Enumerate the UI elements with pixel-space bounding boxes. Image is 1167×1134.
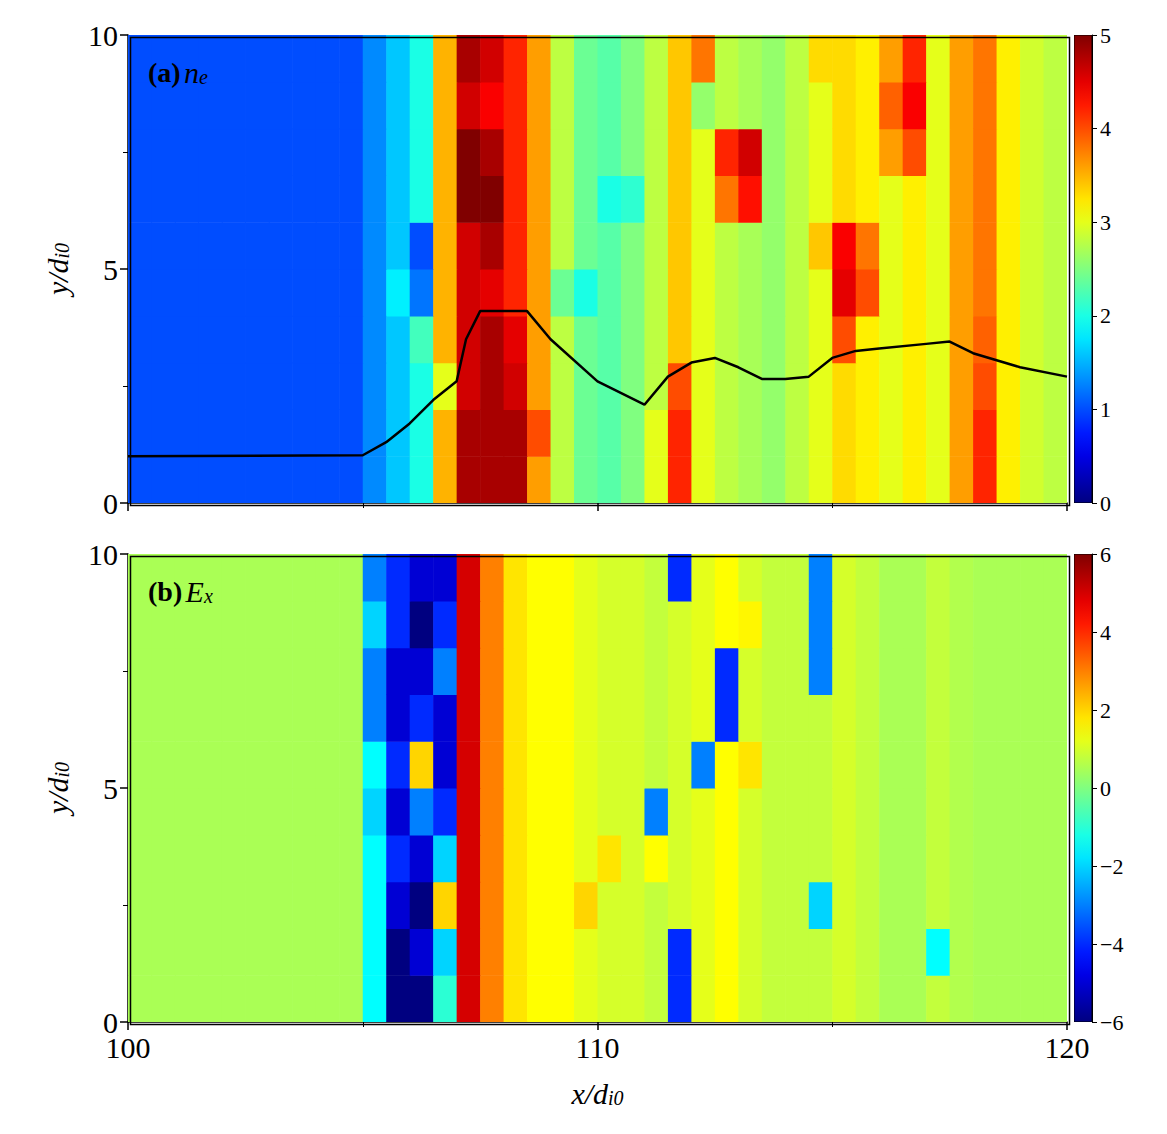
svg-text:5: 5 (103, 772, 118, 805)
svg-text:3: 3 (1100, 210, 1111, 235)
svg-text:−4: −4 (1100, 932, 1123, 957)
svg-text:6: 6 (1100, 542, 1111, 567)
svg-text:−6: −6 (1100, 1010, 1123, 1035)
svg-text:4: 4 (1100, 116, 1111, 141)
svg-text:e: e (199, 66, 208, 88)
svg-text:0: 0 (1100, 776, 1111, 801)
svg-text:2: 2 (1100, 303, 1111, 328)
svg-text:0: 0 (103, 1005, 118, 1039)
svg-text:i0: i0 (608, 1087, 624, 1109)
svg-text:(b): (b) (148, 576, 182, 607)
svg-text:y/d: y/d (41, 776, 74, 817)
svg-text:5: 5 (103, 253, 118, 286)
svg-text:2: 2 (1100, 698, 1111, 723)
svg-text:−2: −2 (1100, 854, 1123, 879)
svg-text:110: 110 (576, 1031, 620, 1064)
svg-text:100: 100 (106, 1031, 151, 1064)
svg-text:i0: i0 (51, 762, 73, 778)
svg-text:n: n (184, 56, 199, 89)
svg-text:x: x (203, 585, 213, 607)
svg-text:120: 120 (1045, 1031, 1090, 1064)
svg-text:1: 1 (1100, 397, 1111, 422)
svg-text:4: 4 (1100, 620, 1111, 645)
svg-text:0: 0 (1100, 491, 1111, 516)
svg-text:E: E (185, 575, 204, 608)
svg-text:y/d: y/d (41, 257, 74, 298)
svg-text:5: 5 (1100, 23, 1111, 48)
svg-text:x/d: x/d (570, 1077, 609, 1110)
svg-text:10: 10 (88, 538, 118, 571)
svg-text:0: 0 (103, 487, 118, 520)
svg-text:(a): (a) (148, 57, 181, 88)
svg-text:10: 10 (88, 19, 118, 52)
svg-text:i0: i0 (51, 243, 73, 259)
